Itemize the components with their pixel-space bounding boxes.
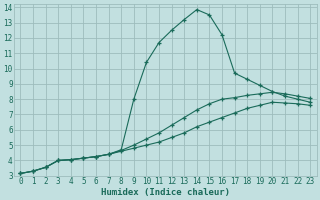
X-axis label: Humidex (Indice chaleur): Humidex (Indice chaleur) — [101, 188, 230, 197]
